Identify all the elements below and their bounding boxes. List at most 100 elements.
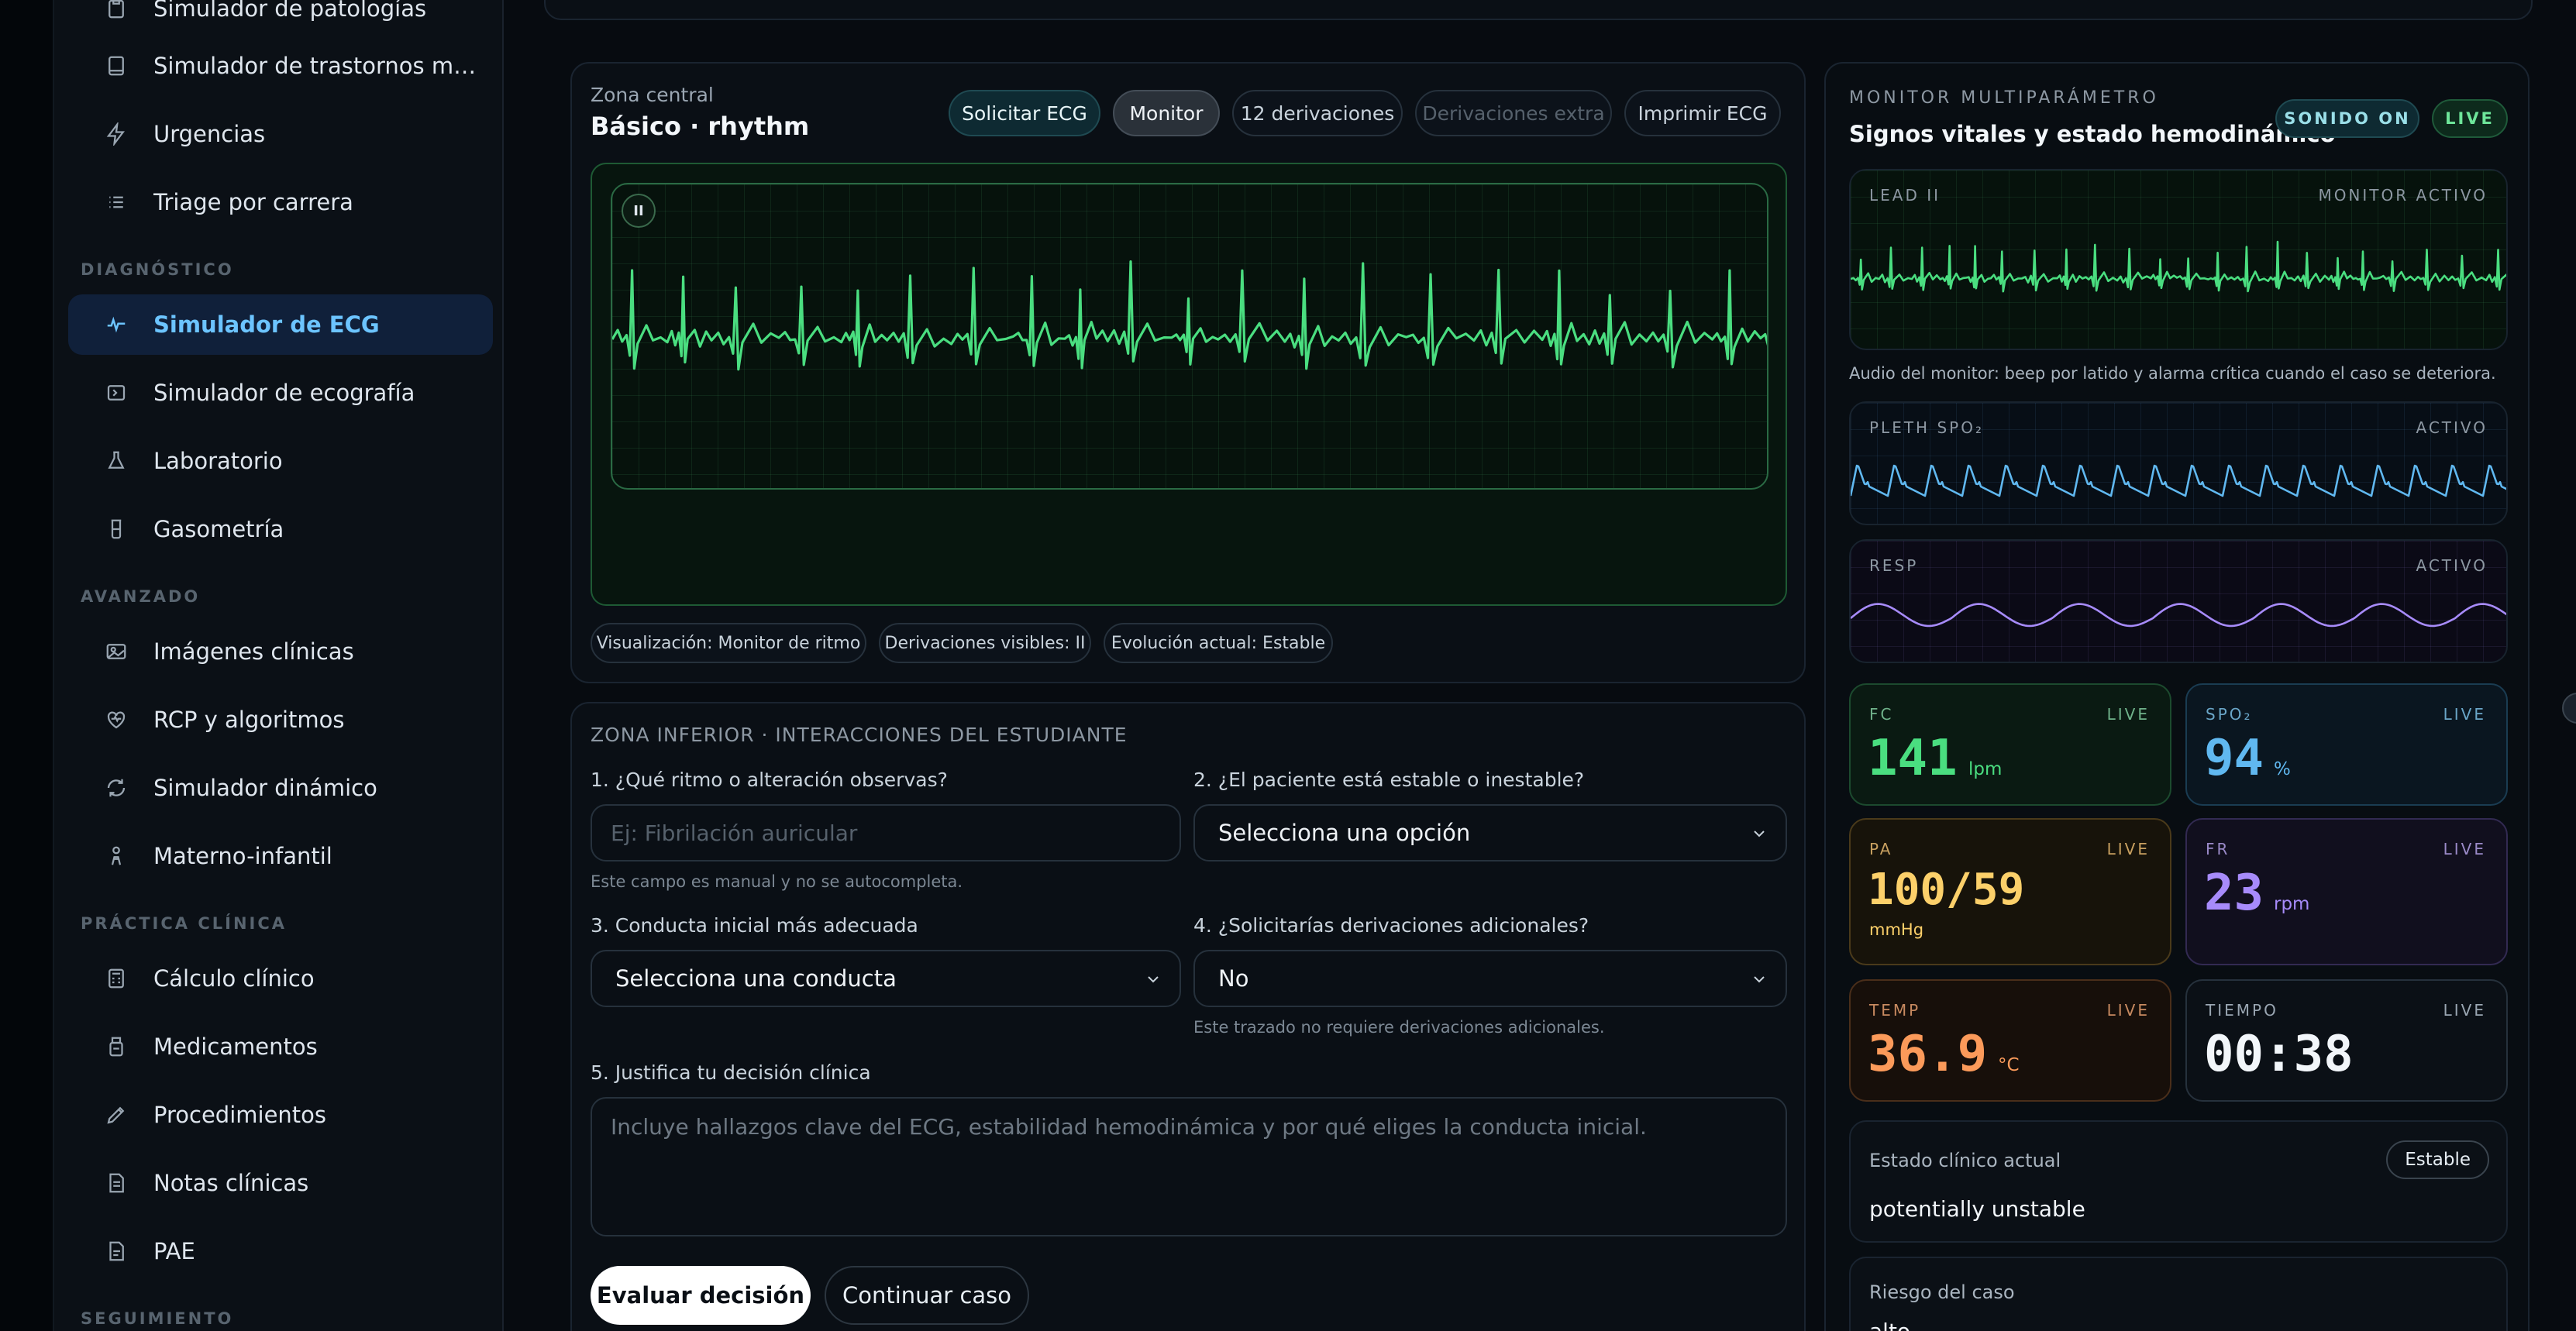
stability-select-value: Selecciona una opción: [1218, 820, 1471, 846]
document-icon: [101, 1236, 132, 1267]
sidebar-item-label: Laboratorio: [153, 448, 283, 474]
zone-label: Zona central: [591, 84, 714, 106]
monitor-title: Signos vitales y estado hemodinámico: [1849, 121, 2336, 147]
sidebar-item-label: Materno-infantil: [153, 843, 332, 869]
sidebar-item-medicamentos[interactable]: Medicamentos: [68, 1016, 493, 1077]
sidebar-item-notas[interactable]: Notas clínicas: [68, 1153, 493, 1213]
sidebar: Simulador de patologías Simulador de tra…: [54, 0, 504, 1331]
sidebar-item-label: Gasometría: [153, 516, 284, 542]
vital-fc: FC LIVE 141 lpm: [1849, 683, 2171, 806]
vital-fr-unit: rpm: [2274, 894, 2310, 914]
sidebar-item-procedimientos[interactable]: Procedimientos: [68, 1085, 493, 1145]
extra-leads-button[interactable]: Derivaciones extra: [1415, 90, 1612, 136]
twelve-leads-button[interactable]: 12 derivaciones: [1232, 90, 1403, 136]
pleth-status: ACTIVO: [2416, 418, 2488, 437]
sidebar-item-dinamico[interactable]: Simulador dinámico: [68, 758, 493, 818]
print-ecg-button[interactable]: Imprimir ECG: [1624, 90, 1781, 136]
vital-fc-value: 141: [1868, 730, 1958, 787]
pleth-waveform-box: PLETH SPO₂ ACTIVO: [1849, 401, 2508, 525]
floating-toggle-button[interactable]: [2562, 693, 2576, 724]
sidebar-item-gasometria[interactable]: Gasometría: [68, 499, 493, 559]
chevron-down-icon: [1754, 976, 1765, 983]
flask-icon: [101, 445, 132, 476]
chip-visualization: Visualización: Monitor de ritmo: [591, 623, 866, 663]
vital-fr: FR LIVE 23 rpm: [2185, 818, 2508, 965]
left-gutter: [0, 0, 54, 1331]
sidebar-item-trastornos[interactable]: Simulador de trastornos mentales: [68, 36, 493, 96]
sidebar-item-rcp[interactable]: RCP y algoritmos: [68, 690, 493, 750]
conduct-select[interactable]: Selecciona una conducta: [591, 950, 1181, 1007]
clinical-status-badge: Estable: [2386, 1140, 2489, 1179]
ecg-strip: II: [611, 183, 1768, 490]
sidebar-item-label: Simulador de trastornos mentales: [153, 53, 487, 79]
ecg-waveform: [612, 260, 1767, 371]
sidebar-item-calculo[interactable]: Cálculo clínico: [68, 948, 493, 1009]
case-risk-value: alto: [1869, 1319, 1910, 1331]
vital-fc-live: LIVE: [2106, 705, 2150, 724]
pleth-waveform: [1851, 464, 2506, 497]
vital-time-label: TIEMPO: [2206, 1001, 2278, 1020]
extra-leads-select[interactable]: No: [1193, 950, 1787, 1007]
ecg-pulse-icon: [101, 309, 132, 340]
sidebar-item-materno[interactable]: Materno-infantil: [68, 826, 493, 886]
lead-ii-waveform-box: LEAD II MONITOR ACTIVO: [1849, 169, 2508, 350]
chevron-down-icon: [1754, 831, 1765, 837]
sidebar-item-patologias[interactable]: Simulador de patologías: [68, 0, 493, 39]
resp-label: RESP: [1869, 556, 1919, 575]
sidebar-item-label: Procedimientos: [153, 1102, 327, 1128]
vital-spo2-live: LIVE: [2443, 705, 2486, 724]
conduct-select-value: Selecciona una conducta: [615, 965, 897, 992]
clinical-status-label: Estado clínico actual: [1869, 1150, 2061, 1171]
vital-temp-value: 36.9: [1868, 1026, 1988, 1083]
vital-time-live: LIVE: [2443, 1001, 2486, 1020]
central-zone-panel: Zona central Básico · rhythm Solicitar E…: [570, 62, 1806, 683]
clinical-status-card: Estado clínico actual Estable potentiall…: [1849, 1120, 2508, 1243]
sidebar-section-seguimiento: SEGUIMIENTO: [81, 1309, 234, 1328]
ultrasound-icon: [101, 377, 132, 408]
clipboard-icon: [101, 0, 132, 24]
lead-ii-waveform: [1851, 240, 2506, 293]
sidebar-item-label: Simulador dinámico: [153, 775, 377, 801]
vital-fr-label: FR: [2206, 840, 2230, 858]
bolt-icon: [101, 119, 132, 150]
rhythm-input[interactable]: [591, 804, 1181, 862]
sidebar-item-label: PAE: [153, 1238, 195, 1264]
vital-temp: TEMP LIVE 36.9 °C: [1849, 979, 2171, 1102]
top-panel-edge: [544, 0, 2533, 20]
list-icon: [101, 187, 132, 218]
chevron-down-icon: [1148, 976, 1159, 983]
vital-fc-label: FC: [1869, 705, 1894, 724]
vital-time: TIEMPO LIVE 00:38: [2185, 979, 2508, 1102]
sidebar-section-practica: PRÁCTICA CLÍNICA: [81, 914, 287, 933]
sidebar-item-laboratorio[interactable]: Laboratorio: [68, 431, 493, 491]
ecg-trace: [612, 260, 1767, 371]
evaluate-decision-button[interactable]: Evaluar decisión: [591, 1266, 811, 1325]
sidebar-item-ecg[interactable]: Simulador de ECG: [68, 294, 493, 355]
pause-button[interactable]: II: [622, 194, 656, 228]
justification-textarea[interactable]: Incluye hallazgos clave del ECG, estabil…: [591, 1097, 1787, 1236]
sidebar-item-triage[interactable]: Triage por carrera: [68, 172, 493, 232]
sidebar-item-label: Simulador de ecografía: [153, 380, 415, 406]
request-ecg-button[interactable]: Solicitar ECG: [949, 90, 1100, 136]
image-icon: [101, 636, 132, 667]
sidebar-item-ecografia[interactable]: Simulador de ecografía: [68, 363, 493, 423]
resp-status: ACTIVO: [2416, 556, 2488, 575]
vital-fc-unit: lpm: [1968, 759, 2003, 779]
vital-pa-unit: mmHg: [1869, 920, 1924, 939]
sidebar-item-label: Cálculo clínico: [153, 965, 315, 992]
sidebar-item-imagenes[interactable]: Imágenes clínicas: [68, 621, 493, 682]
sound-on-badge[interactable]: SONIDO ON: [2275, 99, 2419, 138]
lead-ii-trace: [1851, 240, 2506, 293]
q4-hint: Este trazado no requiere derivaciones ad…: [1193, 1018, 1605, 1037]
pleth-trace: [1851, 464, 2506, 497]
sidebar-item-label: RCP y algoritmos: [153, 707, 345, 733]
monitor-button[interactable]: Monitor: [1113, 90, 1220, 136]
sidebar-item-pae[interactable]: PAE: [68, 1221, 493, 1281]
vital-fr-value: 23: [2204, 865, 2264, 922]
vital-spo2-value: 94: [2204, 730, 2264, 787]
note-icon: [101, 1168, 132, 1199]
pleth-label: PLETH SPO₂: [1869, 418, 1984, 437]
continue-case-button[interactable]: Continuar caso: [825, 1266, 1029, 1325]
stability-select[interactable]: Selecciona una opción: [1193, 804, 1787, 862]
sidebar-item-urgencias[interactable]: Urgencias: [68, 104, 493, 164]
